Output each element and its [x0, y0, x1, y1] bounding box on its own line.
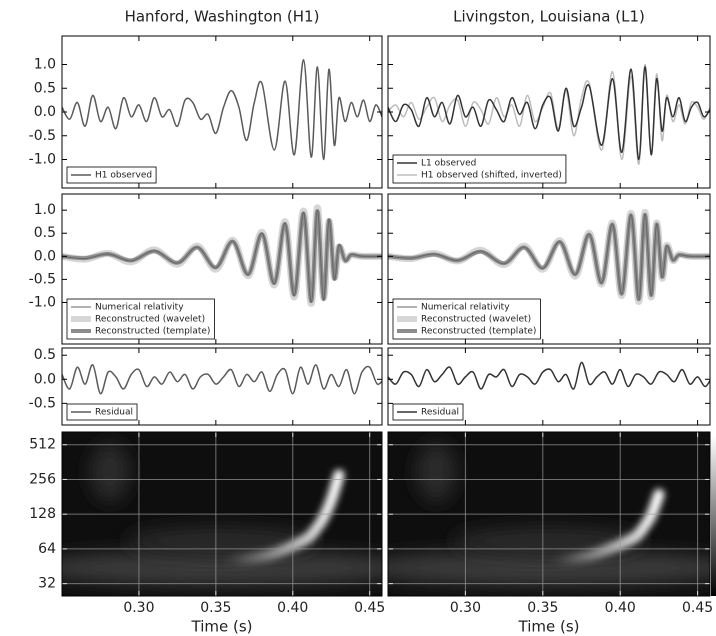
y-tick-label: 0.5: [34, 80, 56, 96]
y-tick-label: 0.5: [34, 225, 56, 241]
spectrogram-haze: [388, 550, 710, 586]
x-axis-label: Time (s): [518, 618, 580, 636]
plot-area: [388, 208, 710, 306]
axes-frame: [61, 35, 383, 189]
axes-frame: [61, 193, 383, 345]
series-line: [388, 213, 710, 301]
legend-label: H1 observed: [95, 171, 152, 181]
y-tick-label: -1.0: [29, 294, 56, 310]
legend-label: Residual: [95, 408, 133, 418]
spectrogram-haze: [62, 550, 382, 586]
y-tick-label: 128: [29, 506, 56, 522]
legend-label: L1 observed: [421, 159, 476, 169]
x-tick-label: 0.30: [450, 600, 481, 616]
plot-area: [62, 58, 382, 161]
legend-box: [392, 298, 541, 340]
series-line: [62, 58, 382, 161]
axes-frame: [387, 347, 711, 426]
legend: L1 observed H1 observed (shifted, inverte…: [392, 154, 567, 184]
x-tick-label: 0.45: [682, 600, 713, 616]
legend: Numerical relativity Reconstructed (wavel…: [66, 298, 215, 340]
plot-area: [388, 361, 710, 390]
legend: Numerical relativity Reconstructed (wavel…: [392, 298, 541, 340]
x-tick-label: 0.40: [605, 600, 636, 616]
legend-label: Numerical relativity: [95, 303, 184, 313]
y-tick-label: 256: [29, 471, 56, 487]
y-tick-label: 1.0: [34, 202, 56, 218]
series-line: [388, 66, 710, 161]
legend-box: [66, 298, 215, 340]
legend-label: Reconstructed (wavelet): [95, 315, 205, 325]
x-tick-label: 0.35: [527, 600, 558, 616]
y-tick-label: -0.5: [29, 271, 56, 287]
y-tick-label: -0.5: [29, 128, 56, 144]
y-tick-label: -0.5: [29, 395, 56, 411]
series-line: [388, 361, 710, 390]
y-tick-label: 0.0: [34, 371, 56, 387]
x-tick-label: 0.30: [123, 600, 154, 616]
legend-label: Reconstructed (wavelet): [421, 315, 531, 325]
axes-frame: [387, 35, 711, 189]
legend-label: Reconstructed (template): [95, 327, 210, 337]
y-tick-label: 512: [29, 437, 56, 453]
legend: H1 observed: [66, 166, 157, 184]
y-tick-label: 32: [38, 576, 56, 592]
spectrogram-haze: [126, 527, 318, 555]
y-tick-label: 64: [38, 541, 56, 557]
colorbar: [711, 436, 716, 596]
column-title: Hanford, Washington (H1): [125, 8, 320, 26]
legend-label: Numerical relativity: [421, 303, 510, 313]
plot-area: [62, 364, 382, 395]
axes-frame: [61, 347, 383, 426]
legend: Residual: [392, 403, 464, 421]
legend-box: [66, 403, 138, 421]
x-tick-label: 0.35: [200, 600, 231, 616]
y-tick-label: 0.0: [34, 248, 56, 264]
plot-area: [62, 204, 382, 307]
legend-box: [66, 166, 157, 184]
y-tick-label: 0.5: [34, 347, 56, 363]
column-title: Livingston, Louisiana (L1): [453, 8, 645, 26]
spectrogram-haze: [90, 442, 130, 502]
spectrogram-haze: [416, 442, 457, 502]
x-tick-label: 0.40: [277, 600, 308, 616]
axes-frame: [387, 431, 711, 597]
x-tick-label: 0.45: [354, 600, 385, 616]
series-line: [62, 209, 382, 303]
y-tick-label: -1.0: [29, 152, 56, 168]
legend-label: Residual: [421, 408, 459, 418]
series-line: [62, 364, 382, 395]
axes-frame: [387, 193, 711, 345]
y-tick-label: 1.0: [34, 57, 56, 73]
chirp-track: [225, 469, 345, 567]
chirp-track: [552, 488, 665, 567]
legend-box: [392, 403, 464, 421]
y-tick-label: 0.0: [34, 104, 56, 120]
legend: Residual: [66, 403, 138, 421]
axes-frame: [61, 431, 383, 597]
legend-label: Reconstructed (template): [421, 327, 536, 337]
legend-label: H1 observed (shifted, inverted): [421, 171, 562, 181]
x-axis-label: Time (s): [191, 618, 253, 636]
legend-box: [392, 154, 567, 184]
plot-area: [388, 63, 710, 166]
